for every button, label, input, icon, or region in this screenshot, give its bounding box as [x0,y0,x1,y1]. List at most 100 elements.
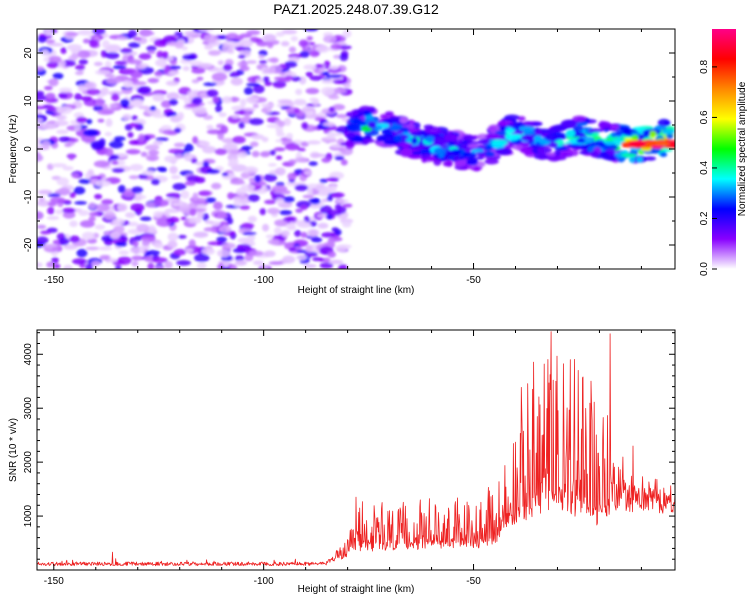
heatmap-cell [183,97,192,105]
heatmap-cell [153,38,169,47]
heatmap-cell [131,115,138,121]
heatmap-cell [189,208,197,216]
heatmap-cell [216,212,227,219]
heatmap-cell [147,262,155,269]
heatmap-cell [56,129,69,135]
heatmap-cell [114,265,122,269]
heatmap-cell [346,122,361,130]
heatmap-cell [590,150,599,158]
heatmap-cell [484,151,495,157]
heatmap-cell [51,257,59,264]
heatmap-cell [234,260,247,266]
heatmap-cell [547,154,561,162]
heatmap-cell [138,174,148,180]
heatmap-cell [97,109,114,115]
heatmap-cell [615,130,623,137]
y-tick-label: 0 [23,146,34,152]
x-tick-label: -150 [44,576,64,587]
heatmap-cell [167,70,180,75]
heatmap-cell [268,261,284,265]
heatmap-cell [234,110,247,115]
heatmap-cell [478,138,490,145]
heatmap-cell [170,175,181,180]
heatmap-cell [216,236,227,243]
heatmap-cell [101,199,114,205]
heatmap-cell [274,226,282,235]
heatmap-cell [155,59,167,67]
heatmap-cell [472,165,481,172]
heatmap-cell [203,227,218,232]
heatmap-cell [134,234,143,242]
heatmap-cell [109,140,124,149]
heatmap-cell [567,144,584,148]
heatmap-cell [282,255,296,264]
heatmap-cell [148,150,160,156]
heatmap-cell [192,192,199,201]
heatmap-cell [263,173,278,182]
heatmap-cell [393,134,403,142]
heatmap-cell [68,153,75,161]
heatmap-cell [37,152,42,161]
heatmap-cell [602,142,618,151]
heatmap-cell [38,195,45,203]
heatmap-cell [164,64,171,73]
heatmap-cell [302,194,314,199]
x-tick-label: -100 [254,275,274,286]
heatmap-cell [275,31,285,37]
heatmap-cell [97,118,105,123]
heatmap-cell [152,257,168,264]
heatmap-cell [327,239,336,248]
heatmap-cell [44,29,53,36]
heatmap-cell [485,133,501,140]
heatmap-cell [237,151,248,158]
heatmap-cell [180,190,190,199]
heatmap-cell [173,248,187,256]
heatmap-cell [132,36,142,41]
heatmap-cell [188,217,202,224]
heatmap-cell [166,111,178,117]
heatmap-cell [309,97,318,103]
heatmap-cell [330,43,342,50]
heatmap-cell [46,261,55,268]
heatmap-cell [183,152,193,161]
heatmap-cell [174,127,182,134]
heatmap-cell [165,80,179,86]
heatmap-cell [149,106,157,111]
heatmap-cell [152,113,167,119]
heatmap-cell [65,32,79,37]
heatmap-cell [248,177,256,184]
heatmap-cell [604,140,615,146]
heatmap-cell [397,142,413,148]
heatmap-cell [315,45,330,53]
heatmap-cell [293,100,307,106]
heatmap-cell [112,217,125,226]
heatmap-cell [544,133,560,142]
heatmap-cell [352,111,359,116]
heatmap-cell [299,50,310,58]
heatmap-cell [236,243,252,251]
heatmap-cell [131,186,143,194]
heatmap-cell [104,60,112,69]
heatmap-cell [273,147,286,152]
heatmap-cell [321,79,335,84]
heatmap-cell [314,63,324,69]
heatmap-cell [322,257,331,263]
heatmap-cell [258,54,265,59]
heatmap-cell [211,182,222,190]
heatmap-cell [433,136,446,144]
heatmap-cell [66,44,83,51]
heatmap-cell [204,44,214,50]
heatmap-cell [141,239,151,247]
heatmap-cell [243,112,251,118]
chart-title: PAZ1.2025.248.07.39.G12 [273,1,439,17]
heatmap-cell [100,87,109,96]
colorbar-ticks: 0.0 0.2 0.4 0.6 0.8 [699,60,717,276]
heatmap-cell [125,149,141,155]
x-tick-label: -150 [44,275,64,286]
heatmap-cell [287,172,297,181]
heatmap-cell [491,141,505,149]
heatmap-cell [46,216,60,220]
heatmap-cell [269,149,276,156]
heatmap-cell [169,165,178,175]
heatmap-cell [221,137,236,144]
